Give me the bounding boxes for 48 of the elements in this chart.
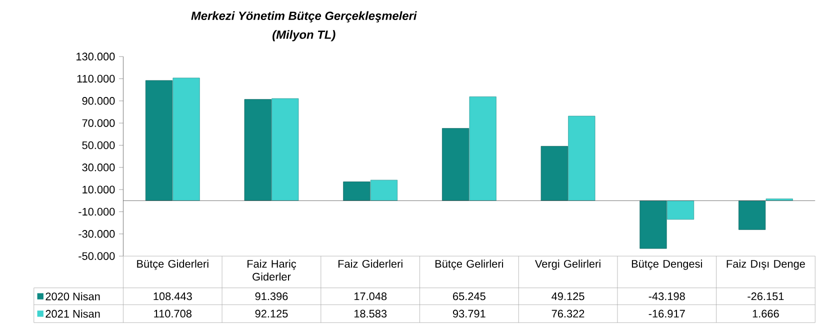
- x-tick-label: Bütçe Dengesi: [632, 260, 702, 270]
- bar: [370, 180, 398, 202]
- bar: [272, 98, 299, 202]
- legend-label: 2021 Nisan: [46, 310, 100, 318]
- y-tick-label: 90.000: [82, 97, 115, 105]
- data-label: 91.396: [255, 292, 288, 300]
- bar: [442, 128, 470, 202]
- x-tick-label: Bütçe Giderleri: [137, 260, 208, 270]
- chart-subtitle: (Milyon TL): [272, 30, 336, 42]
- bar: [738, 200, 766, 230]
- data-label: 108.443: [154, 292, 192, 300]
- bar: [145, 80, 173, 202]
- bar: [172, 78, 200, 202]
- data-label: 93.791: [452, 310, 486, 318]
- legend-label: 2020 Nisan: [46, 292, 100, 301]
- x-tick-label: Faiz Hariç Giderler: [248, 260, 296, 281]
- y-tick-label: 110.000: [77, 75, 115, 83]
- data-label: -43.198: [648, 292, 685, 300]
- data-label: 92.125: [255, 310, 288, 318]
- bar: [469, 96, 496, 202]
- y-tick-label: 10.000: [82, 186, 115, 194]
- y-tick-label: -10.000: [78, 208, 115, 216]
- bar: [540, 146, 568, 202]
- y-tick-label: 130.000: [76, 52, 115, 61]
- x-tick-label: Faiz Giderleri: [338, 260, 402, 268]
- y-tick-label: -30.000: [78, 230, 115, 238]
- bar: [244, 99, 272, 202]
- data-label: 18.583: [354, 310, 387, 318]
- y-tick-label: 70.000: [82, 119, 115, 128]
- data-label: -26.151: [748, 292, 784, 300]
- x-tick-label: Faiz Dışı Denge: [726, 260, 805, 270]
- data-label: -16.917: [648, 310, 685, 318]
- data-label: 17.048: [354, 292, 387, 300]
- bar: [666, 200, 694, 220]
- data-label: 1.666: [752, 310, 779, 318]
- bar: [640, 200, 667, 249]
- data-label: 76.322: [552, 310, 584, 318]
- bar: [343, 182, 370, 202]
- x-tick-label: Vergi Gelirleri: [535, 260, 600, 270]
- data-label: 65.245: [453, 292, 486, 300]
- y-tick-label: 30.000: [82, 164, 115, 172]
- y-tick-label: 50.000: [82, 142, 115, 150]
- chart-title: Merkezi Yönetim Bütçe Gerçekleşmeleri: [191, 12, 417, 23]
- bar: [568, 116, 596, 202]
- y-tick-label: -50.000: [78, 252, 115, 260]
- data-label: 110.708: [154, 310, 192, 318]
- data-label: 49.125: [552, 292, 584, 300]
- x-tick-label: Bütçe Gelirleri: [435, 260, 504, 270]
